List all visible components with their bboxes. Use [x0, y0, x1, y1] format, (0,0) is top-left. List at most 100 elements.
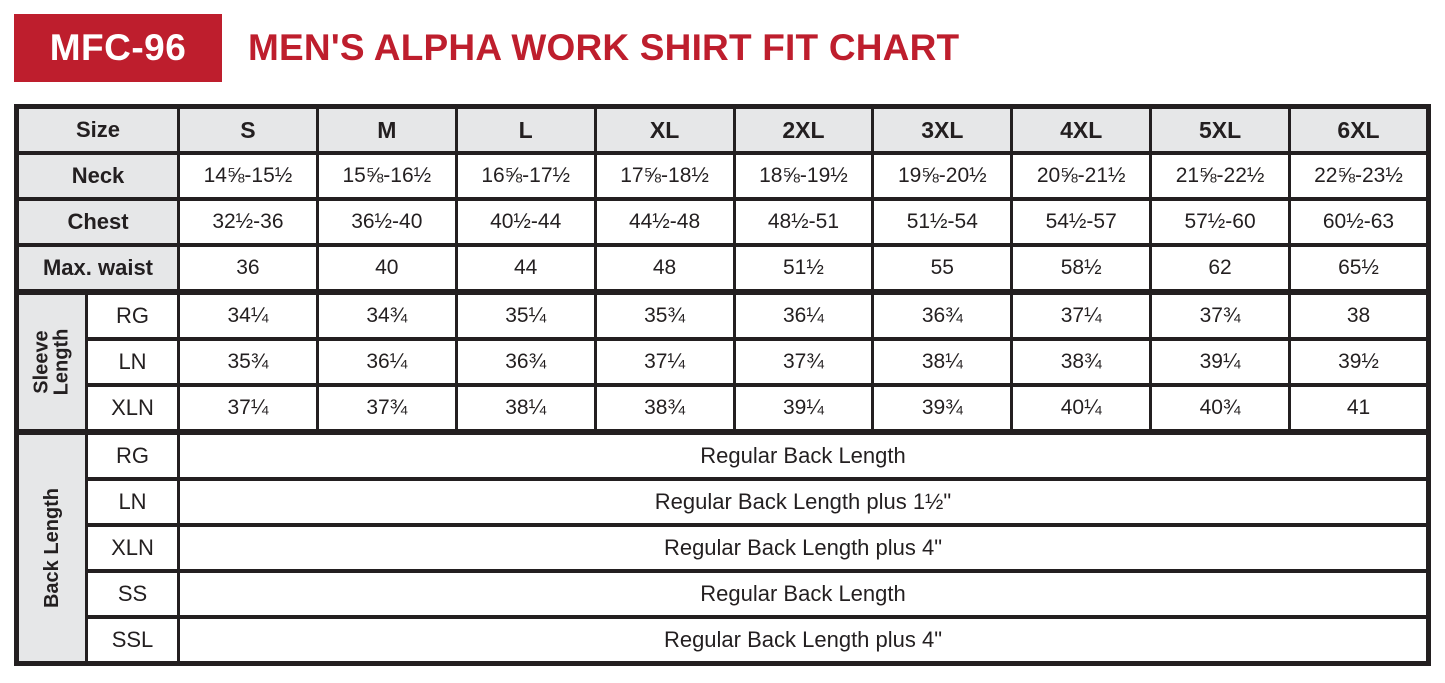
back-ln-row: LN Regular Back Length plus 1½": [17, 477, 1430, 527]
sleeve-ln-value-cell: 39½: [1288, 337, 1430, 387]
sleeve-xln-value-cell: 41: [1288, 383, 1430, 434]
sleeve-ln-value-cell: 38¼: [871, 337, 1014, 387]
max-waist-value-cell: 48: [593, 243, 736, 294]
page-title: MEN'S ALPHA WORK SHIRT FIT CHART: [248, 27, 960, 68]
sleeve-rg-value-cell: 38: [1288, 289, 1430, 341]
sleeve-xln-value-cell: 40¾: [1149, 383, 1291, 434]
back-ss-label: SS: [85, 569, 180, 619]
sleeve-rg-value-cell: 34¼: [177, 289, 319, 341]
back-ssl-row: SSL Regular Back Length plus 4": [17, 615, 1430, 666]
size-header-cell: M: [315, 104, 458, 155]
back-length-group-label: Back Length: [40, 487, 63, 609]
sleeve-xln-row: XLN 37¼ 37¾ 38¼ 38¾ 39¼ 39¾ 40¼ 40¾ 41: [17, 383, 1430, 434]
sleeve-length-group-label: Sleeve Length: [30, 328, 73, 396]
sleeve-xln-value-cell: 38¾: [593, 383, 736, 434]
sleeve-rg-value-cell: 35¾: [593, 289, 736, 341]
size-header-cell: 5XL: [1149, 104, 1291, 155]
back-length-group-label-cell: Back Length: [15, 429, 88, 666]
back-ln-value: Regular Back Length plus 1½": [177, 477, 1430, 527]
sleeve-rg-value-cell: 36¼: [732, 289, 875, 341]
back-xln-row: XLN Regular Back Length plus 4": [17, 523, 1430, 573]
chest-value-cell: 60½-63: [1288, 197, 1430, 247]
size-header-cell: L: [454, 104, 597, 155]
back-ssl-value: Regular Back Length plus 4": [177, 615, 1430, 666]
chest-value-cell: 57½-60: [1149, 197, 1291, 247]
max-waist-value-cell: 44: [454, 243, 597, 294]
back-rg-value: Regular Back Length: [177, 429, 1430, 481]
sleeve-xln-value-cell: 38¼: [454, 383, 597, 434]
chest-value-cell: 44½-48: [593, 197, 736, 247]
sleeve-xln-value-cell: 37¾: [315, 383, 458, 434]
max-waist-value-cell: 62: [1149, 243, 1291, 294]
neck-value-cell: 17⅝-18½: [593, 151, 736, 201]
sleeve-ln-row: LN 35¾ 36¼ 36¾ 37¼ 37¾ 38¼ 38¾ 39¼ 39½: [17, 337, 1430, 387]
sleeve-xln-label: XLN: [85, 383, 180, 434]
chest-value-cell: 32½-36: [177, 197, 319, 247]
sleeve-ln-label: LN: [85, 337, 180, 387]
neck-row: Neck 14⅝-15½ 15⅝-16½ 16⅝-17½ 17⅝-18½ 18⅝-19½…: [15, 151, 1430, 201]
max-waist-value-cell: 55: [871, 243, 1014, 294]
size-header-row: Size S M L XL 2XL 3XL 4XL 5XL 6XL: [15, 104, 1430, 155]
neck-value-cell: 20⅝-21½: [1010, 151, 1153, 201]
back-ln-label: LN: [85, 477, 180, 527]
back-ssl-label: SSL: [85, 615, 180, 666]
sleeve-ln-value-cell: 39¼: [1149, 337, 1291, 387]
chest-value-cell: 54½-57: [1010, 197, 1153, 247]
neck-value-cell: 19⅝-20½: [871, 151, 1014, 201]
chest-row: Chest 32½-36 36½-40 40½-44 44½-48 48½-51 51½-…: [15, 197, 1430, 247]
size-header-cell: 2XL: [732, 104, 875, 155]
sleeve-rg-label: RG: [85, 289, 180, 341]
max-waist-value-cell: 65½: [1288, 243, 1430, 294]
neck-value-cell: 14⅝-15½: [177, 151, 319, 201]
sleeve-ln-value-cell: 37¼: [593, 337, 736, 387]
chest-value-cell: 40½-44: [454, 197, 597, 247]
sleeve-rg-value-cell: 37¾: [1149, 289, 1291, 341]
sleeve-ln-value-cell: 38¾: [1010, 337, 1153, 387]
size-header-cell: 6XL: [1288, 104, 1430, 155]
sleeve-xln-value-cell: 40¼: [1010, 383, 1153, 434]
neck-value-cell: 18⅝-19½: [732, 151, 875, 201]
sleeve-length-group-label-cell: Sleeve Length: [15, 289, 88, 434]
size-header-cell: 4XL: [1010, 104, 1153, 155]
max-waist-row: Max. waist 36 40 44 48 51½ 55 58½ 62 65½: [15, 243, 1430, 294]
sleeve-xln-value-cell: 39¾: [871, 383, 1014, 434]
sleeve-rg-value-cell: 35¼: [454, 289, 597, 341]
sleeve-xln-value-cell: 37¼: [177, 383, 319, 434]
back-ss-value: Regular Back Length: [177, 569, 1430, 619]
sleeve-ln-value-cell: 36¼: [315, 337, 458, 387]
back-rg-label: RG: [85, 429, 180, 481]
back-xln-label: XLN: [85, 523, 180, 573]
sleeve-ln-value-cell: 35¾: [177, 337, 319, 387]
max-waist-label: Max. waist: [15, 243, 180, 294]
back-ss-row: SS Regular Back Length: [17, 569, 1430, 619]
sleeve-xln-value-cell: 39¼: [732, 383, 875, 434]
chest-value-cell: 51½-54: [871, 197, 1014, 247]
neck-value-cell: 16⅝-17½: [454, 151, 597, 201]
sleeve-rg-value-cell: 37¼: [1010, 289, 1153, 341]
neck-value-cell: 21⅝-22½: [1149, 151, 1291, 201]
page-header: MFC-96 MEN'S ALPHA WORK SHIRT FIT CHART: [14, 14, 1431, 82]
chest-value-cell: 48½-51: [732, 197, 875, 247]
max-waist-value-cell: 40: [315, 243, 458, 294]
size-label: Size: [15, 104, 180, 155]
back-rg-row: Back Length RG Regular Back Length: [15, 429, 1430, 666]
max-waist-value-cell: 36: [177, 243, 319, 294]
product-code-badge: MFC-96: [14, 14, 222, 82]
fit-chart-table: Size S M L XL 2XL 3XL 4XL 5XL 6XL Neck 14⅝-15½ 15…: [14, 104, 1431, 666]
neck-label: Neck: [15, 151, 180, 201]
sleeve-ln-value-cell: 36¾: [454, 337, 597, 387]
chest-value-cell: 36½-40: [315, 197, 458, 247]
size-header-cell: 3XL: [871, 104, 1014, 155]
size-header-cell: XL: [593, 104, 736, 155]
neck-value-cell: 22⅝-23½: [1288, 151, 1430, 201]
sleeve-rg-value-cell: 34¾: [315, 289, 458, 341]
neck-value-cell: 15⅝-16½: [315, 151, 458, 201]
max-waist-value-cell: 58½: [1010, 243, 1153, 294]
sleeve-ln-value-cell: 37¾: [732, 337, 875, 387]
back-xln-value: Regular Back Length plus 4": [177, 523, 1430, 573]
size-header-cell: S: [177, 104, 319, 155]
max-waist-value-cell: 51½: [732, 243, 875, 294]
sleeve-rg-row: Sleeve Length RG 34¼ 34¾ 35¼ 35¾ 36¼ 36¾ 37¼ 37…: [15, 289, 1430, 434]
chest-label: Chest: [15, 197, 180, 247]
sleeve-rg-value-cell: 36¾: [871, 289, 1014, 341]
